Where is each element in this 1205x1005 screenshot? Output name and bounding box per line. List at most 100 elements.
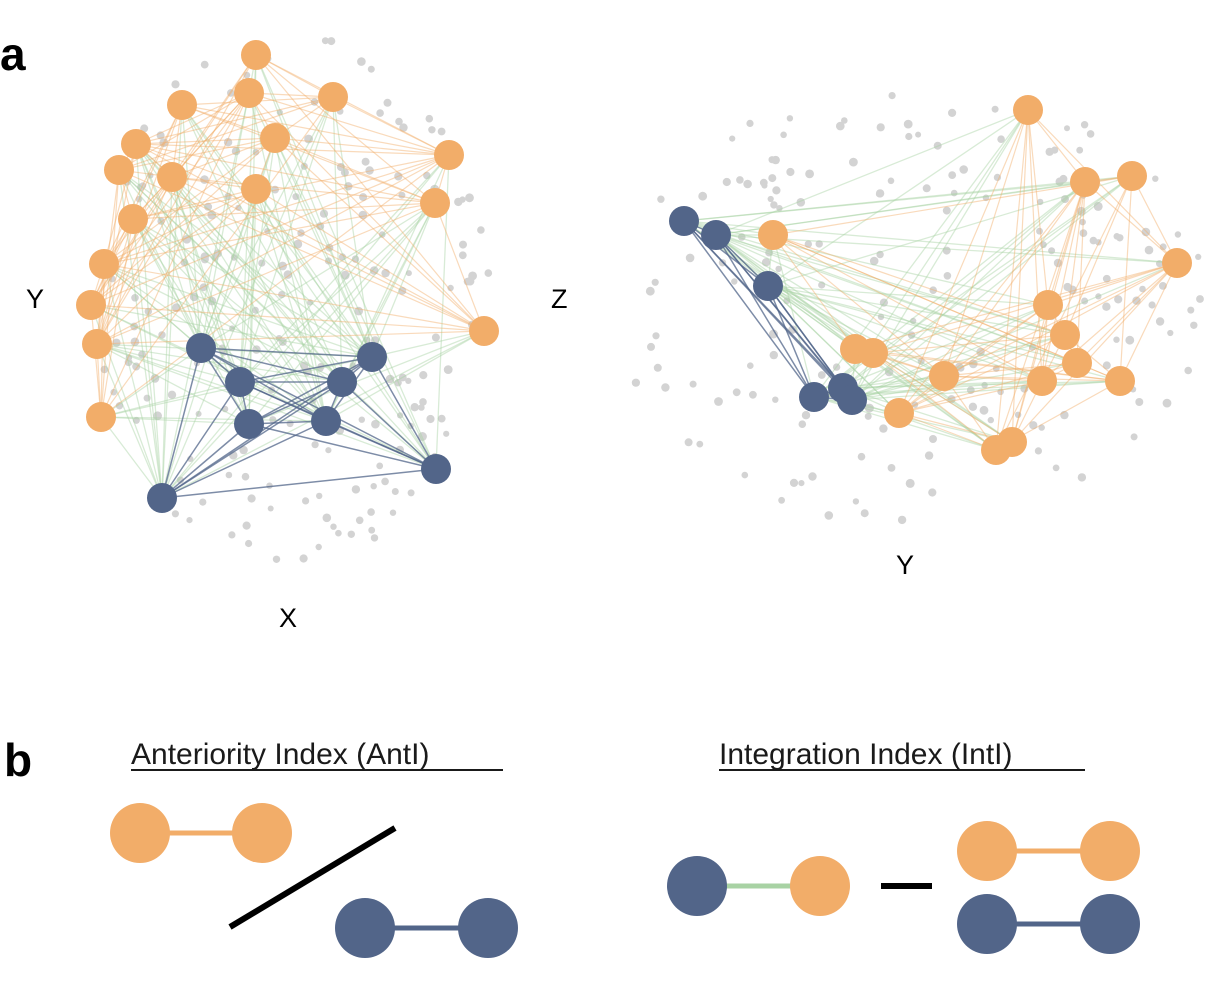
posterior-node — [311, 406, 341, 436]
background-node — [100, 365, 109, 374]
background-node — [419, 398, 427, 406]
background-node — [358, 210, 368, 220]
background-node — [778, 496, 785, 504]
network-edge — [248, 381, 343, 425]
background-node — [398, 191, 406, 199]
anteriority-index-formula: Anteriority Index (AntI) — [110, 738, 518, 958]
background-node — [381, 477, 389, 486]
background-node — [357, 57, 366, 66]
background-node — [1093, 201, 1103, 211]
background-node — [1020, 384, 1029, 393]
network-edge — [171, 176, 241, 383]
network-edge — [715, 109, 1029, 236]
background-node — [911, 401, 919, 408]
background-node — [1079, 218, 1086, 226]
network-edge — [132, 218, 163, 499]
background-node — [376, 109, 384, 117]
background-node — [775, 265, 782, 273]
background-node — [417, 432, 427, 441]
background-node — [207, 296, 217, 306]
background-node — [647, 342, 655, 351]
anterior-node — [469, 316, 499, 346]
background-node — [341, 271, 350, 280]
background-node — [948, 171, 957, 180]
network-edge — [103, 188, 257, 265]
background-node — [381, 268, 390, 278]
network-edge — [767, 285, 900, 414]
network-edge — [96, 343, 327, 422]
background-node — [929, 286, 937, 295]
background-node — [143, 394, 151, 402]
background-node — [824, 511, 834, 520]
background-node — [929, 435, 937, 443]
network-edge — [132, 218, 241, 383]
network-edge — [248, 330, 485, 425]
background-node — [110, 388, 117, 396]
integration-index-formula: Integration Index (IntI) — [667, 738, 1140, 954]
network-edge — [274, 137, 436, 204]
network-edge — [715, 234, 1066, 336]
background-node — [1174, 231, 1182, 238]
network-edge — [371, 356, 437, 470]
network-edge — [100, 169, 120, 418]
background-node — [993, 173, 1002, 181]
network-edge — [96, 154, 450, 345]
background-node — [338, 253, 346, 261]
anterior-node — [104, 155, 134, 185]
background-node — [796, 198, 806, 207]
background-node — [653, 363, 662, 372]
background-node — [928, 488, 937, 497]
background-node — [425, 114, 434, 123]
network-edge — [772, 234, 1043, 382]
network-edge — [767, 285, 945, 377]
background-node — [860, 509, 869, 518]
anterior-node — [1162, 248, 1192, 278]
background-node — [423, 171, 431, 180]
network-edge — [132, 218, 202, 349]
background-node — [321, 37, 329, 45]
network-edge — [96, 343, 163, 499]
background-node — [347, 530, 355, 538]
background-node — [245, 539, 253, 548]
anterior-node — [241, 40, 271, 70]
background-node — [897, 515, 907, 525]
background-node — [948, 108, 957, 117]
background-node — [243, 71, 251, 79]
background-node — [458, 251, 467, 260]
background-node — [818, 281, 826, 289]
background-node — [200, 60, 209, 69]
background-node — [327, 37, 336, 46]
network-edge — [200, 347, 343, 383]
network-edge — [103, 263, 163, 499]
network-edge — [274, 137, 437, 470]
background-node — [631, 378, 641, 387]
background-node — [776, 205, 783, 212]
background-node — [235, 204, 242, 211]
background-node — [465, 276, 475, 286]
background-node — [159, 138, 169, 148]
posterior-node — [186, 333, 216, 363]
background-node — [465, 193, 474, 203]
background-node — [227, 89, 235, 97]
background-node — [199, 498, 207, 506]
background-node — [405, 377, 412, 384]
network-edge — [767, 285, 1049, 306]
network-edge — [767, 285, 1013, 443]
network-edge — [103, 263, 485, 332]
anterior-node — [858, 338, 888, 368]
network-edge — [943, 375, 997, 451]
network-edge — [851, 399, 997, 451]
background-node — [817, 371, 826, 379]
background-node — [394, 172, 403, 181]
network-edge — [1027, 109, 1086, 183]
network-edge — [1064, 181, 1086, 336]
background-node — [1063, 282, 1072, 292]
background-node — [272, 555, 281, 563]
background-node — [864, 403, 874, 413]
anterior-node — [1027, 366, 1057, 396]
background-node — [769, 329, 778, 339]
network-edge — [1084, 181, 1178, 264]
background-node — [264, 228, 271, 234]
network-edge — [96, 92, 250, 345]
background-node — [661, 383, 670, 392]
